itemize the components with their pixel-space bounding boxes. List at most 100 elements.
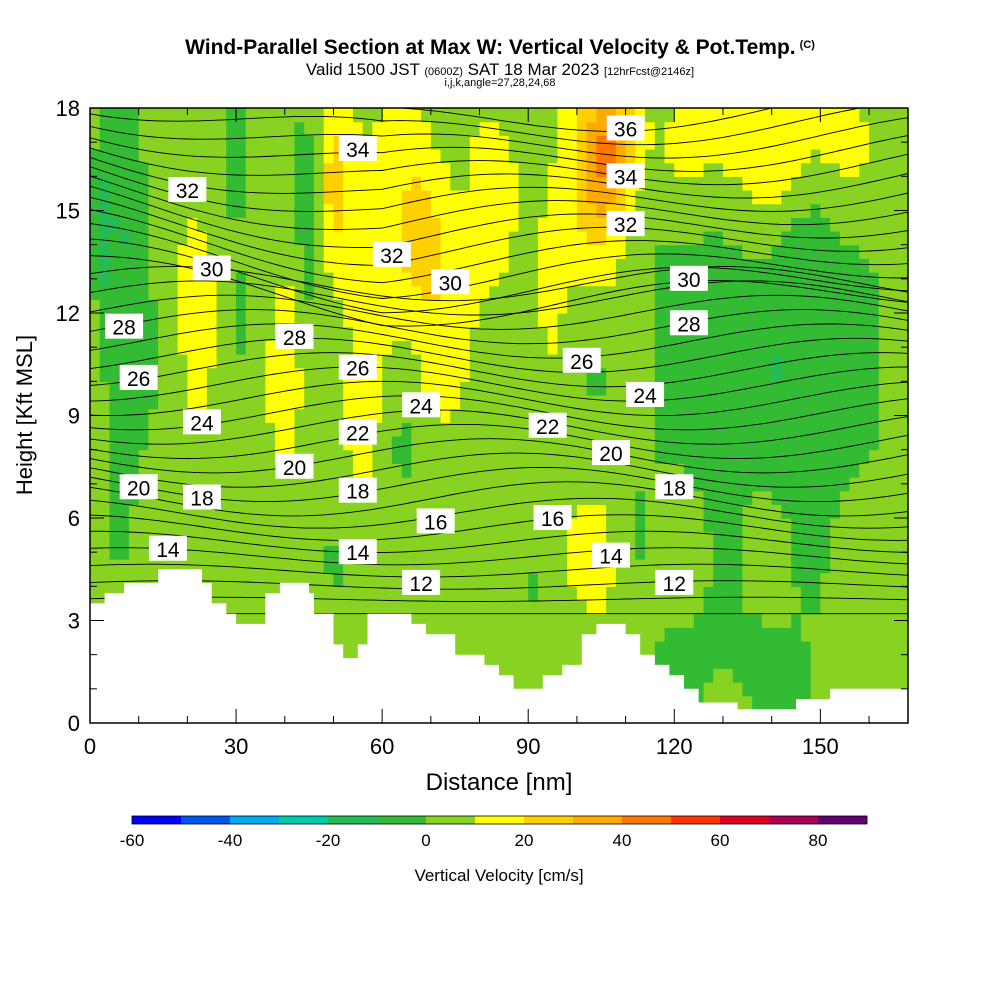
velocity-cell <box>382 176 393 191</box>
velocity-cell <box>177 354 188 369</box>
velocity-cell <box>128 463 140 478</box>
velocity-cell <box>294 490 305 505</box>
velocity-cell <box>781 682 792 697</box>
velocity-cell <box>645 367 656 382</box>
velocity-cell <box>372 135 383 150</box>
velocity-cell <box>236 135 247 150</box>
velocity-cell <box>138 285 150 300</box>
velocity-cell <box>703 682 714 697</box>
velocity-cell <box>713 518 724 533</box>
velocity-cell <box>732 572 744 587</box>
velocity-cell <box>791 559 802 574</box>
velocity-cell <box>625 367 636 382</box>
velocity-cell <box>421 285 432 300</box>
velocity-cell <box>128 135 140 150</box>
velocity-cell <box>606 149 617 164</box>
velocity-cell <box>333 135 344 150</box>
velocity-cell <box>284 244 296 259</box>
velocity-cell <box>606 613 617 628</box>
velocity-cell <box>343 408 354 423</box>
velocity-cell <box>839 326 851 341</box>
velocity-cell <box>781 108 792 123</box>
velocity-cell <box>158 299 169 314</box>
velocity-cell <box>898 668 908 683</box>
velocity-cell <box>869 162 880 177</box>
velocity-cell <box>684 668 695 683</box>
velocity-cell <box>119 244 130 259</box>
velocity-cell <box>518 203 529 218</box>
velocity-cell <box>645 518 656 533</box>
velocity-cell <box>216 436 227 451</box>
velocity-cell <box>499 654 510 669</box>
velocity-cell <box>722 668 734 683</box>
velocity-cell <box>800 559 812 574</box>
velocity-cell <box>635 340 646 355</box>
velocity-cell <box>615 231 627 246</box>
velocity-cell <box>684 299 695 314</box>
velocity-cell <box>411 340 422 355</box>
velocity-cell <box>547 285 559 300</box>
velocity-cell <box>781 545 792 560</box>
velocity-cell <box>898 504 908 519</box>
velocity-cell <box>635 449 646 464</box>
velocity-cell <box>722 490 734 505</box>
velocity-cell <box>878 354 890 369</box>
velocity-cell <box>313 272 325 287</box>
velocity-cell <box>888 381 899 396</box>
theta-label-bg <box>275 323 314 349</box>
velocity-cell <box>177 381 188 396</box>
velocity-cell <box>226 285 237 300</box>
velocity-cell <box>216 518 227 533</box>
velocity-cell <box>469 641 481 656</box>
velocity-cell <box>761 162 773 177</box>
velocity-cell <box>499 121 510 136</box>
velocity-cell <box>109 463 120 478</box>
velocity-cell <box>830 600 841 615</box>
velocity-cell <box>313 518 325 533</box>
velocity-cell <box>275 285 286 300</box>
velocity-cell <box>275 436 286 451</box>
velocity-cell <box>820 654 831 669</box>
velocity-cell <box>596 531 607 546</box>
velocity-cell <box>586 586 597 601</box>
velocity-cell <box>508 559 520 574</box>
velocity-cell <box>226 477 237 492</box>
velocity-cell <box>401 422 412 437</box>
velocity-cell <box>99 176 111 191</box>
velocity-cell <box>722 149 734 164</box>
velocity-cell <box>761 408 773 423</box>
velocity-cell <box>430 559 442 574</box>
velocity-cell <box>713 203 724 218</box>
velocity-cell <box>898 449 908 464</box>
velocity-cell <box>684 190 695 205</box>
theta-label-bg <box>338 539 377 565</box>
velocity-cell <box>839 285 851 300</box>
velocity-cell <box>343 299 354 314</box>
theta-label-text: 24 <box>190 412 214 435</box>
velocity-cell <box>878 408 890 423</box>
velocity-cell <box>839 436 851 451</box>
velocity-cell <box>800 627 812 642</box>
velocity-cell <box>528 135 539 150</box>
velocity-cell <box>528 203 539 218</box>
velocity-cell <box>547 641 559 656</box>
velocity-cell <box>216 381 227 396</box>
velocity-cell <box>479 381 490 396</box>
velocity-cell <box>596 367 607 382</box>
velocity-cell <box>460 326 471 341</box>
velocity-cell <box>742 463 753 478</box>
velocity-cell <box>479 354 490 369</box>
velocity-cell <box>265 258 276 273</box>
velocity-cell <box>557 436 568 451</box>
velocity-cell <box>313 381 325 396</box>
velocity-cell <box>421 149 432 164</box>
velocity-cell <box>138 244 150 259</box>
velocity-cell <box>771 285 783 300</box>
velocity-cell <box>430 149 442 164</box>
velocity-cell <box>888 545 899 560</box>
velocity-cell <box>333 531 344 546</box>
theta-label: 32 <box>372 241 411 268</box>
velocity-cell <box>654 326 666 341</box>
velocity-cell <box>226 326 237 341</box>
velocity-cell <box>343 641 354 656</box>
